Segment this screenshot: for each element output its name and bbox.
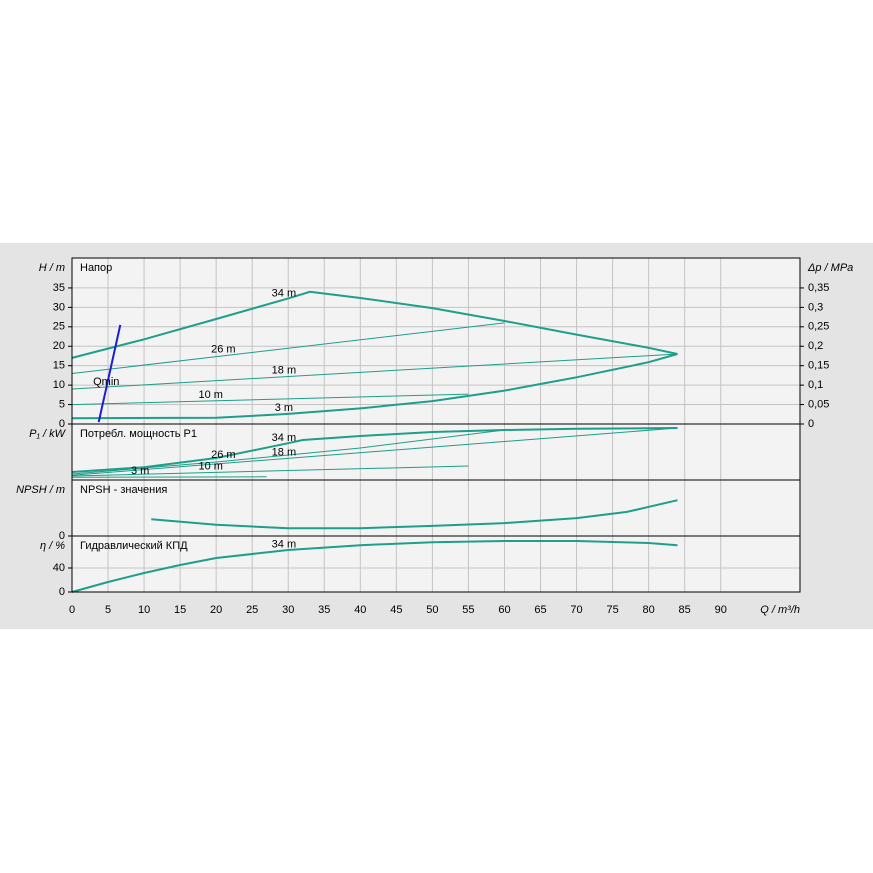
series-label: 34 m: [272, 538, 296, 550]
y-tick-label: 0: [59, 530, 65, 542]
series-label: 26 m: [211, 344, 235, 356]
x-tick-label: 35: [318, 604, 330, 616]
series-line: [71, 427, 678, 473]
series-label: 10 m: [199, 389, 223, 401]
series-label: 18 m: [272, 365, 296, 377]
x-tick-label: 65: [534, 604, 546, 616]
panel-title: NPSH - значения: [80, 484, 167, 496]
x-tick-label: 15: [174, 604, 186, 616]
series-label: Qmin: [93, 376, 119, 388]
x-tick-label: 50: [426, 604, 438, 616]
plot-area: [72, 480, 800, 536]
y-tick-label: 5: [59, 398, 65, 410]
series-label: 10 m: [199, 460, 223, 472]
x-tick-label: 60: [498, 604, 510, 616]
y-tick-label: 25: [53, 321, 65, 333]
y2-tick-label: 0,3: [808, 301, 823, 313]
y-tick-label: 0: [59, 418, 65, 430]
series-label: 34 m: [272, 432, 296, 444]
y-axis-label: η / %: [40, 540, 65, 552]
panel-title: Гидравлический КПД: [80, 540, 188, 552]
y-axis-label: P₁ / kW: [29, 428, 66, 440]
y2-tick-label: 0,35: [808, 282, 829, 294]
y2-axis-label: Δp / MPa: [807, 262, 853, 274]
series-line: [71, 353, 678, 420]
series-line: [71, 290, 678, 359]
series-label: 18 m: [272, 447, 296, 459]
x-tick-label: 10: [138, 604, 150, 616]
x-tick-label: 75: [606, 604, 618, 616]
series-label: 26 m: [211, 449, 235, 461]
y-tick-label: 40: [53, 562, 65, 574]
x-tick-label: 45: [390, 604, 402, 616]
y2-tick-label: 0,1: [808, 379, 823, 391]
x-tick-label: 40: [354, 604, 366, 616]
x-tick-label: 0: [69, 604, 75, 616]
x-tick-label: 30: [282, 604, 294, 616]
series-line: [71, 393, 469, 406]
panel-title: Напор: [80, 262, 112, 274]
y2-tick-label: 0,05: [808, 398, 829, 410]
series-line: [71, 429, 505, 475]
x-tick-label: 5: [105, 604, 111, 616]
x-tick-label: 85: [679, 604, 691, 616]
x-tick-label: 80: [643, 604, 655, 616]
panel-title: Потребл. мощность P1: [80, 428, 197, 440]
plot-area: [72, 424, 800, 480]
y-tick-label: 20: [53, 340, 65, 352]
panel-border: [71, 535, 801, 593]
x-axis-label: Q / m³/h: [760, 604, 800, 616]
x-tick-label: 20: [210, 604, 222, 616]
y2-tick-label: 0,25: [808, 321, 829, 333]
series-line: [71, 353, 678, 390]
y-tick-label: 15: [53, 360, 65, 372]
series-label: 3 m: [275, 402, 293, 414]
y-tick-label: 10: [53, 379, 65, 391]
series-line: [97, 324, 122, 423]
y2-tick-label: 0,2: [808, 340, 823, 352]
series-label: 3 m: [131, 465, 149, 477]
plot-area: [72, 258, 800, 424]
y-axis-label: NPSH / m: [16, 484, 65, 496]
y-tick-label: 35: [53, 282, 65, 294]
y-tick-label: 30: [53, 301, 65, 313]
series-line: [71, 427, 678, 476]
series-line: [151, 499, 678, 530]
x-tick-label: 25: [246, 604, 258, 616]
series-line: [71, 322, 505, 374]
series-label: 34 m: [272, 288, 296, 300]
y-axis-label: H / m: [39, 262, 65, 274]
series-line: [71, 540, 678, 593]
y-tick-label: 0: [59, 586, 65, 598]
x-tick-label: 55: [462, 604, 474, 616]
series-line: [71, 465, 469, 477]
x-tick-label: 70: [570, 604, 582, 616]
plot-area: [72, 536, 800, 592]
x-tick-label: 90: [715, 604, 727, 616]
y2-tick-label: 0,15: [808, 360, 829, 372]
y2-tick-label: 0: [808, 418, 814, 430]
